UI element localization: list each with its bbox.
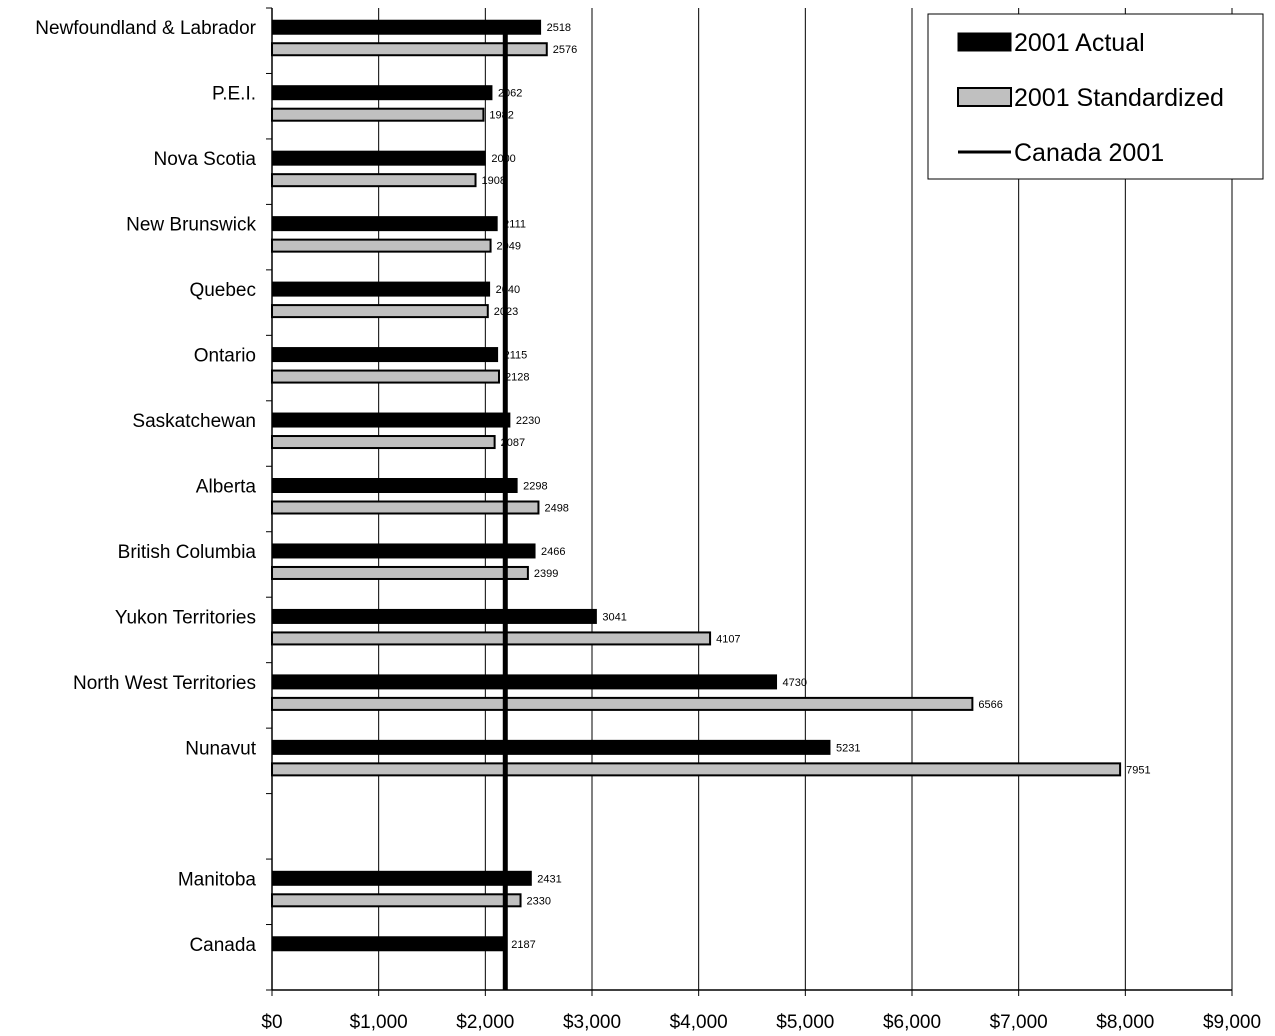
category-label: Canada [189,935,256,956]
bar-standardized [271,762,1122,777]
data-label: 6566 [978,699,1002,711]
labels: $0 $1,000 $2,000 $3,000 $4,000 $5,000 $6,000 $7… [35,18,1261,1033]
x-tick-label: $7,000 [990,1012,1048,1033]
data-label: 2576 [553,44,577,56]
data-label: 2062 [498,88,522,100]
x-tick-label: $9,000 [1203,1012,1261,1033]
category-label: Quebec [189,280,256,301]
data-label: 2298 [523,481,547,493]
data-label: 1982 [489,110,513,122]
axes [266,7,1233,996]
bar-standardized [271,565,529,580]
data-label: 3041 [602,611,626,623]
data-label: 2115 [504,350,528,362]
bar-standardized [271,238,492,253]
category-label: Alberta [196,477,257,498]
category-label: British Columbia [118,542,257,563]
x-tick-label: $4,000 [670,1012,728,1033]
bar-standardized [271,369,500,384]
legend-label-actual: 2001 Actual [1014,29,1145,57]
data-label: 2111 [503,219,526,231]
data-label: 2518 [547,22,571,34]
legend-swatch-standardized [957,87,1012,107]
category-label: Manitoba [178,869,257,890]
data-label: 2330 [527,895,551,907]
data-label: 2187 [511,939,535,951]
data-label: 2049 [497,241,521,253]
bar-actual [271,870,532,886]
data-label: 4107 [716,633,740,645]
bar-standardized [271,893,522,908]
bar-standardized [271,304,489,319]
x-tick-label: $2,000 [456,1012,514,1033]
bars [271,19,1122,990]
bar-actual [271,150,486,166]
data-label: 2466 [541,546,565,558]
legend-swatch-actual [957,32,1012,52]
category-label: P.E.I. [212,84,256,105]
data-label: 2431 [537,873,561,885]
bar-actual [271,216,498,232]
legend: 2001 Actual 2001 Standardized Canada 2001 [927,13,1264,180]
bar-standardized [271,696,974,711]
bar-actual [271,478,518,493]
x-tick-label: $0 [261,1012,282,1033]
category-label: Ontario [194,346,256,367]
x-tick-label: $1,000 [350,1012,408,1033]
data-label: 2230 [516,415,540,427]
data-label: 5231 [836,742,860,754]
bar-actual [271,412,511,428]
bar-standardized [271,107,485,122]
category-label: Nunavut [185,738,256,759]
data-label: 2087 [501,437,525,449]
data-label: 2498 [544,503,568,515]
category-label: Yukon Territories [115,607,256,628]
legend-label-canada: Canada 2001 [1014,139,1164,167]
bar-actual [271,936,506,952]
x-tick-label: $6,000 [883,1012,941,1033]
bar-standardized [271,173,477,188]
data-label: 2023 [494,306,518,318]
bar-actual [271,85,493,101]
category-label: Saskatchewan [132,411,256,432]
bar-actual [271,347,499,363]
x-tick-label: $3,000 [563,1012,621,1033]
data-label: 2128 [505,372,529,384]
category-label: New Brunswick [126,215,256,236]
bar-standardized [271,435,496,450]
bar-standardized [271,42,548,57]
bar-actual [271,674,778,690]
bar-actual [271,543,536,559]
data-label: 2000 [491,153,515,165]
bar-actual [271,281,491,297]
category-label: Nova Scotia [154,149,257,170]
bar-actual [271,19,542,35]
bar-actual [271,608,597,624]
data-label: 7951 [1126,764,1150,776]
category-label: North West Territories [73,673,256,694]
bar-actual [271,739,831,755]
x-tick-label: $8,000 [1096,1012,1154,1033]
data-label: 2399 [534,568,558,580]
data-label: 4730 [783,677,807,689]
legend-label-standardized: 2001 Standardized [1014,84,1224,112]
data-label: 1908 [482,175,506,187]
data-label: 2040 [496,284,520,296]
bar-standardized [271,631,712,646]
category-label: Newfoundland & Labrador [35,18,256,39]
bar-standardized [271,500,540,515]
x-tick-label: $5,000 [776,1012,834,1033]
